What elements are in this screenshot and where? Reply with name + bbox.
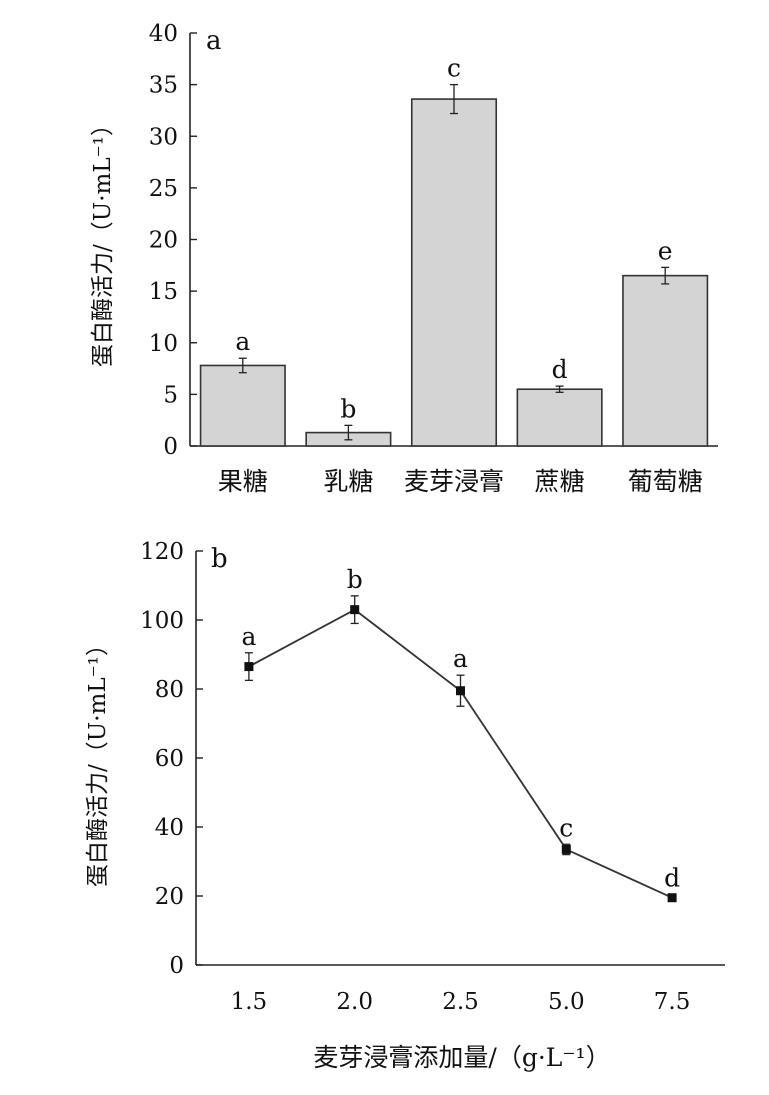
x-tick-label-b-2: 2.5 bbox=[442, 989, 479, 1015]
line-chart-panel-b: b 蛋白酶活力/（U·mL⁻¹） 麦芽浸膏添加量/（g·L⁻¹） 0 20 40 60… bbox=[85, 539, 725, 1072]
data-point-b-1 bbox=[350, 605, 360, 615]
y-tick-label-b: 120 bbox=[140, 539, 184, 565]
y-tick-label-a: 20 bbox=[149, 228, 178, 254]
significance-label-b-3: c bbox=[559, 813, 573, 842]
y-tick-label-a: 35 bbox=[149, 73, 178, 99]
bars-a: a b c d e bbox=[199, 54, 709, 447]
y-tick-label-a: 40 bbox=[149, 21, 178, 47]
bar-2 bbox=[410, 98, 498, 447]
x-tick-label-a-4: 葡萄糖 bbox=[628, 467, 703, 496]
x-tick-label-a-1: 乳糖 bbox=[323, 467, 373, 496]
data-point-b-4 bbox=[667, 893, 677, 903]
significance-label-b-0: a bbox=[241, 622, 256, 651]
y-tick-label-a: 25 bbox=[149, 176, 178, 202]
y-tick-label-a: 5 bbox=[163, 382, 178, 408]
significance-label-b-4: d bbox=[664, 863, 680, 892]
line-series-b: a b a c d bbox=[241, 565, 680, 903]
y-tick-label-a: 10 bbox=[149, 331, 178, 357]
data-point-b-0 bbox=[244, 662, 254, 672]
significance-label-b-2: a bbox=[453, 644, 468, 673]
significance-label-a-4: e bbox=[658, 236, 673, 265]
y-tick-label-b: 60 bbox=[155, 746, 184, 772]
significance-label-a-3: d bbox=[552, 355, 568, 384]
bar-4 bbox=[622, 274, 709, 447]
bar-3 bbox=[516, 388, 603, 447]
y-ticks-b: 0 20 40 60 80 100 120 bbox=[140, 539, 203, 979]
y-tick-label-b: 80 bbox=[155, 677, 184, 703]
bar-0 bbox=[199, 364, 286, 447]
x-tick-label-b-1: 2.0 bbox=[336, 989, 373, 1015]
x-tick-label-b-0: 1.5 bbox=[231, 989, 268, 1015]
y-tick-label-a: 30 bbox=[149, 124, 178, 150]
y-ticks-a: 0 5 10 15 20 25 30 35 40 bbox=[149, 21, 197, 460]
y-axis-label-a: 蛋白酶活力/（U·mL⁻¹） bbox=[90, 113, 116, 367]
significance-label-a-1: b bbox=[340, 394, 356, 423]
y-tick-label-b: 40 bbox=[155, 815, 184, 841]
panel-label-a: a bbox=[206, 26, 222, 56]
y-tick-label-b: 20 bbox=[155, 884, 184, 910]
x-tick-labels-a: 果糖 乳糖 麦芽浸膏 蔗糖 葡萄糖 bbox=[218, 467, 703, 496]
x-tick-label-a-0: 果糖 bbox=[218, 467, 268, 496]
significance-label-a-0: a bbox=[235, 327, 250, 356]
y-tick-label-b: 100 bbox=[140, 608, 184, 634]
y-axis-label-b: 蛋白酶活力/（U·mL⁻¹） bbox=[85, 633, 111, 887]
data-point-b-3 bbox=[561, 844, 571, 854]
significance-label-a-2: c bbox=[447, 54, 461, 83]
panel-label-b: b bbox=[211, 544, 228, 574]
x-tick-label-a-3: 蔗糖 bbox=[535, 467, 585, 496]
x-tick-labels-b: 1.5 2.0 2.5 5.0 7.5 bbox=[231, 989, 691, 1015]
axes-b bbox=[195, 551, 725, 966]
significance-label-b-1: b bbox=[347, 565, 363, 594]
y-tick-label-a: 15 bbox=[149, 279, 178, 305]
x-axis-label-b: 麦芽浸膏添加量/（g·L⁻¹） bbox=[313, 1043, 610, 1072]
data-point-b-2 bbox=[456, 686, 465, 696]
x-tick-label-a-2: 麦芽浸膏 bbox=[404, 467, 504, 496]
y-tick-label-b: 0 bbox=[169, 953, 184, 979]
x-tick-label-b-3: 5.0 bbox=[548, 989, 585, 1015]
x-tick-label-b-4: 7.5 bbox=[654, 989, 691, 1015]
y-tick-label-a: 0 bbox=[163, 434, 178, 460]
